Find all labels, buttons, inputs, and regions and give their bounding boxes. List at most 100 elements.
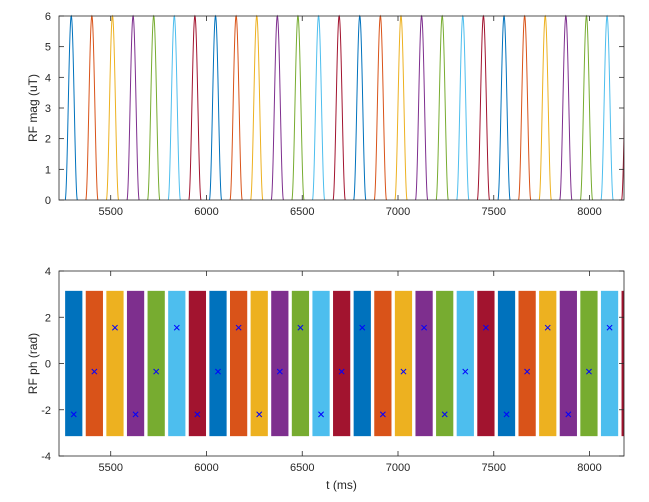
rf-pulse-15 xyxy=(353,14,367,200)
rf-pulse-24 xyxy=(538,14,552,200)
phase-band-23 xyxy=(518,290,536,437)
phase-band-21 xyxy=(477,290,495,437)
rf-pulse-5 xyxy=(147,14,161,200)
y-axis-label: RF ph (rad) xyxy=(26,333,40,394)
y-tick-label: 0 xyxy=(45,195,51,207)
phase-marker-27 xyxy=(606,324,613,331)
rf-pulse-26 xyxy=(579,14,594,200)
phase-marker-20 xyxy=(462,368,469,375)
phase-marker-1 xyxy=(70,411,77,418)
phase-marker-5 xyxy=(153,368,160,375)
y-axis-label: RF mag (uT) xyxy=(26,74,40,142)
y-tick-label: 4 xyxy=(45,72,51,84)
phase-marker-22 xyxy=(503,411,510,418)
rf-pulse-23 xyxy=(518,14,532,200)
phase-marker-18 xyxy=(421,324,428,331)
phase-marker-26 xyxy=(585,368,592,375)
phase-marker-17 xyxy=(400,368,407,375)
rf-pulse-18 xyxy=(415,14,429,200)
x-tick-label: 7500 xyxy=(482,206,506,218)
rf-pulse-25 xyxy=(559,14,573,200)
phase-band-17 xyxy=(394,290,413,437)
phase-band-26 xyxy=(580,290,598,437)
rf-pulse-21 xyxy=(476,14,491,200)
y-tick-label: 4 xyxy=(45,266,51,278)
phase-band-22 xyxy=(497,290,516,437)
phase-band-3 xyxy=(106,290,124,437)
phase-band-25 xyxy=(559,290,577,437)
x-axis-label: t (ms) xyxy=(326,478,357,492)
rf-pulse-7 xyxy=(188,14,202,200)
rf-pulse-1 xyxy=(64,14,78,200)
rf-pulse-2 xyxy=(85,14,99,200)
y-tick-label: -2 xyxy=(41,405,51,417)
phase-band-27 xyxy=(600,290,619,437)
x-tick-label: 6500 xyxy=(290,206,314,218)
phase-band-20 xyxy=(456,290,474,437)
y-tick-label: 1 xyxy=(45,164,51,176)
phase-marker-11 xyxy=(276,368,283,375)
phase-marker-9 xyxy=(235,324,242,331)
phase-band-18 xyxy=(415,290,433,437)
x-tick-label: 8000 xyxy=(577,206,601,218)
x-tick-label: 8000 xyxy=(577,462,601,474)
phase-marker-6 xyxy=(173,324,180,331)
phase-marker-24 xyxy=(544,324,551,331)
y-tick-label: 3 xyxy=(45,103,51,115)
rf-magnitude-axes: 5500 6000 6500 7000 7500 8000 0 1 2 3 4 5 6 RF mag (u… xyxy=(26,11,625,218)
rf-pulse-6 xyxy=(167,14,181,200)
x-tick-label: 7000 xyxy=(386,462,410,474)
phase-band-10 xyxy=(250,290,268,437)
phase-marker-25 xyxy=(565,411,572,418)
phase-marker-15 xyxy=(359,324,366,331)
phase-marker-19 xyxy=(441,411,448,418)
phase-band-5 xyxy=(147,290,165,437)
phase-bands xyxy=(65,290,633,437)
phase-marker-13 xyxy=(318,411,324,418)
phase-band-4 xyxy=(126,290,145,437)
rf-pulse-19 xyxy=(435,14,449,200)
rf-pulse-3 xyxy=(105,14,120,200)
rf-pulse-10 xyxy=(250,14,264,200)
phase-band-2 xyxy=(85,290,103,437)
x-tick-label: 6000 xyxy=(194,206,218,218)
rf-pulse-22 xyxy=(497,14,511,200)
phase-band-19 xyxy=(436,290,454,437)
phase-band-14 xyxy=(333,290,351,437)
phase-marker-7 xyxy=(194,411,201,418)
rf-pulse-20 xyxy=(456,14,470,200)
y-tick-label: 2 xyxy=(45,134,51,146)
y-tick-label: 5 xyxy=(45,42,51,54)
y-tick-label: 0 xyxy=(45,359,51,371)
phase-band-9 xyxy=(229,290,248,437)
x-tick-label: 7500 xyxy=(482,462,506,474)
phase-band-13 xyxy=(312,290,330,437)
phase-marker-4 xyxy=(132,411,139,418)
rf-pulse-9 xyxy=(229,14,243,200)
phase-marker-10 xyxy=(256,411,263,418)
phase-band-15 xyxy=(353,290,371,437)
pulse-lines xyxy=(64,14,624,200)
rf-pulse-13 xyxy=(311,14,326,200)
rf-pulse-11 xyxy=(270,14,284,200)
phase-band-12 xyxy=(291,290,310,437)
x-tick-label: 6500 xyxy=(290,462,314,474)
rf-pulse-12 xyxy=(291,14,305,200)
rf-pulse-28 xyxy=(621,113,624,200)
rf-pulse-4 xyxy=(126,14,140,200)
phase-marker-8 xyxy=(215,368,221,375)
phase-band-8 xyxy=(209,290,227,437)
axes-frame xyxy=(58,15,625,201)
rf-pulse-16 xyxy=(373,14,387,200)
phase-marker-16 xyxy=(379,411,386,418)
y-tick-label: 2 xyxy=(45,312,51,324)
phase-marker-3 xyxy=(112,324,118,331)
phase-band-24 xyxy=(539,290,557,437)
phase-marker-2 xyxy=(91,368,98,375)
rf-pulse-14 xyxy=(332,14,346,200)
phase-band-1 xyxy=(65,290,83,437)
phase-band-16 xyxy=(374,290,392,437)
phase-marker-28 xyxy=(628,412,633,417)
phase-marker-14 xyxy=(338,368,345,375)
